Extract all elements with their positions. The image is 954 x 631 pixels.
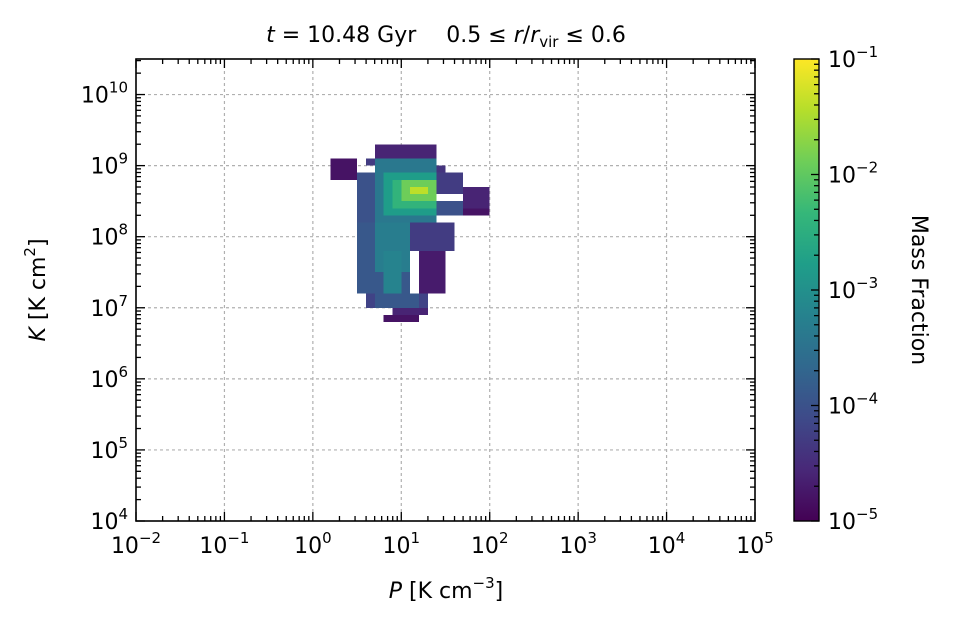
y-tick-label-1: 105: [90, 434, 128, 464]
colorbar-tick-label-3: 10−2: [828, 159, 878, 189]
x-tick-labels: 10−2 10−1 100 101 102 103 104 105: [111, 529, 774, 559]
y-tick-label-5: 109: [90, 150, 128, 180]
heatmap-cell-24: [383, 314, 419, 322]
heatmap-cell-16: [410, 222, 455, 251]
heatmap-cell-4: [436, 172, 464, 195]
x-tick-label-7: 105: [736, 529, 774, 559]
heatmap-cell-17: [418, 250, 446, 294]
heatmap-cell-1: [374, 144, 437, 159]
plot-frame: [135, 58, 756, 522]
y-tick-label-6: 1010: [81, 79, 128, 109]
heatmap-cell-2: [330, 158, 358, 180]
heatmap-cell-5: [463, 186, 490, 209]
colorbar-tick-label-4: 10−1: [828, 43, 878, 73]
x-tick-label-4: 102: [471, 529, 509, 559]
colorbar-tick-labels: 10−5 10−4 10−3 10−2 10−1: [828, 43, 878, 535]
heatmap-cell-21: [383, 250, 402, 294]
x-tick-label-0: 10−2: [111, 529, 161, 559]
x-tick-label-2: 100: [294, 529, 332, 559]
heatmap-cell-7: [357, 172, 375, 223]
heatmap-cell-20: [374, 293, 419, 308]
x-tick-label-3: 101: [383, 529, 421, 559]
heatmap-bins: [330, 144, 490, 322]
colorbar-ticks: [811, 58, 819, 522]
y-tick-label-0: 104: [90, 505, 128, 535]
heatmap-cell-6: [463, 208, 490, 216]
y-tick-label-2: 106: [90, 363, 128, 393]
colorbar-tick-label-2: 10−3: [828, 274, 878, 304]
colorbar-tick-label-1: 10−4: [828, 390, 878, 420]
colorbar-label: Mass Fraction: [906, 215, 931, 365]
y-tick-label-3: 107: [90, 292, 128, 322]
x-tick-label-6: 104: [648, 529, 686, 559]
x-tick-label-5: 103: [559, 529, 597, 559]
y-tick-labels: 104 105 106 107 108 109 1010: [81, 79, 128, 535]
x-axis-label: P [K cm−3]: [389, 574, 504, 604]
y-tick-label-4: 108: [90, 221, 128, 251]
heatmap-cell-23: [392, 307, 428, 315]
heatmap-cell-13: [410, 186, 428, 195]
chart-title: t = 10.48 Gyr 0.5 ≤ r/rvir ≤ 0.6: [266, 23, 626, 51]
axis-ticks: [135, 59, 756, 522]
x-tick-label-1: 10−1: [199, 529, 249, 559]
colorbar-tick-label-0: 10−5: [828, 505, 878, 535]
y-axis-label: K [K cm2]: [21, 238, 51, 341]
